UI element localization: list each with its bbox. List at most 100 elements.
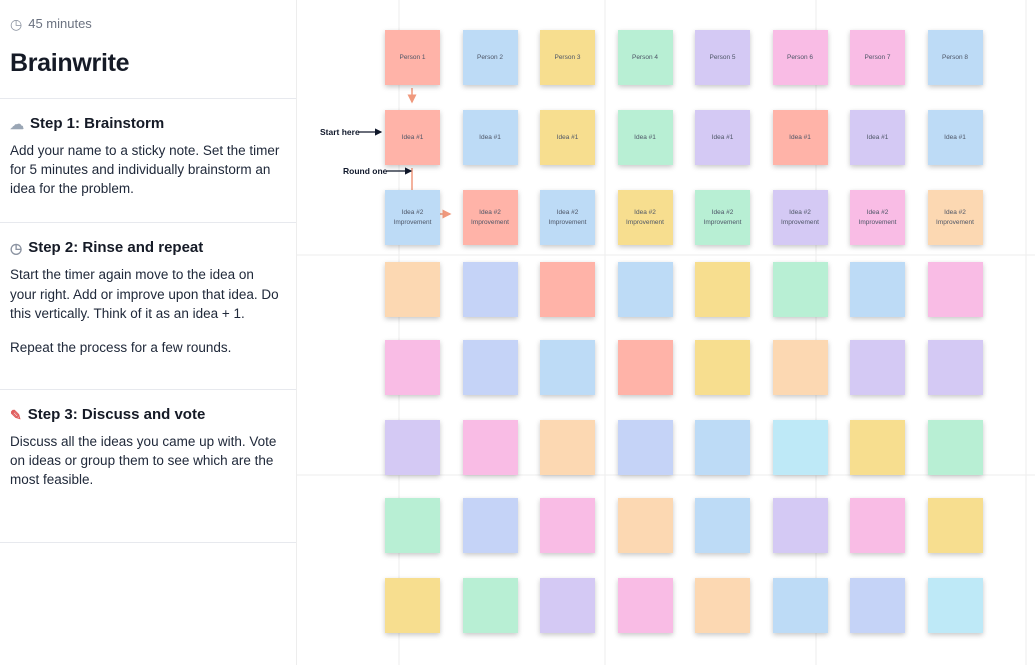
sticky-note[interactable]	[462, 578, 518, 633]
sticky-note[interactable]	[695, 498, 750, 553]
sticky-note[interactable]: Idea #2 Improvement	[385, 190, 440, 245]
sticky-note[interactable]: Idea #1	[850, 110, 905, 165]
sticky-note[interactable]	[462, 262, 518, 317]
sticky-note[interactable]	[850, 578, 905, 633]
sticky-note-label: Idea #1	[789, 133, 811, 141]
sticky-note[interactable]	[927, 578, 983, 633]
step-2-title: Step 2: Rinse and repeat	[28, 239, 204, 257]
sticky-note[interactable]	[850, 262, 905, 317]
sticky-note[interactable]	[540, 262, 595, 317]
sticky-note[interactable]: Person 3	[540, 30, 595, 85]
step-2-heading: ◷ Step 2: Rinse and repeat	[10, 239, 278, 256]
sticky-note[interactable]	[695, 262, 750, 317]
sticky-note[interactable]: Idea #2 Improvement	[850, 190, 905, 245]
sticky-note[interactable]	[617, 578, 673, 633]
sticky-note-label: Person 7	[864, 53, 891, 61]
timer-text: 45 minutes	[28, 16, 92, 31]
step-3-heading: ✎ Step 3: Discuss and vote	[10, 406, 278, 423]
sticky-note[interactable]	[540, 578, 595, 633]
step-2-body-2: Repeat the process for a few rounds.	[10, 339, 232, 355]
sticky-note[interactable]: Person 8	[927, 30, 983, 85]
sticky-note[interactable]: Person 7	[850, 30, 905, 85]
sticky-note-label: Idea #2 Improvement	[858, 209, 897, 226]
sticky-note-label: Person 5	[709, 53, 736, 61]
divider	[0, 98, 296, 99]
round-one-label[interactable]: Round one	[343, 166, 388, 176]
sticky-note[interactable]: Idea #2 Improvement	[772, 190, 828, 245]
sticky-note[interactable]: Idea #1	[772, 110, 828, 165]
divider	[0, 541, 296, 543]
sticky-note[interactable]	[772, 420, 828, 475]
sticky-note[interactable]: Person 6	[772, 30, 828, 85]
sticky-note[interactable]: Idea #2 Improvement	[695, 190, 750, 245]
memo-pencil-icon: ✎	[10, 406, 22, 423]
sticky-note-label: Person 3	[554, 53, 581, 61]
step-3-body: Discuss all the ideas you came up with. …	[10, 434, 277, 488]
sticky-note[interactable]: Idea #2 Improvement	[617, 190, 673, 245]
sticky-note-label: Idea #1	[634, 133, 656, 141]
sticky-note-label: Idea #1	[556, 133, 579, 141]
sticky-note[interactable]	[540, 340, 595, 395]
start-here-label[interactable]: Start here	[320, 127, 360, 137]
sticky-note-label: Idea #2 Improvement	[471, 209, 509, 226]
sticky-note[interactable]	[385, 578, 440, 633]
step-3-section: ✎ Step 3: Discuss and vote Discuss all t…	[10, 406, 278, 489]
sticky-note[interactable]	[850, 498, 905, 553]
sticky-note[interactable]	[850, 340, 905, 395]
step-3-title: Step 3: Discuss and vote	[27, 406, 206, 424]
sticky-note[interactable]: Person 5	[695, 30, 750, 85]
sticky-note[interactable]: Idea #1	[385, 110, 440, 165]
step-1-body: Add your name to a sticky note. Set the …	[10, 143, 280, 197]
step-1-title: Step 1: Brainstorm	[30, 115, 165, 132]
divider	[0, 389, 296, 391]
sticky-note-label: Person 8	[941, 53, 969, 61]
sticky-note[interactable]	[695, 420, 750, 475]
sticky-note[interactable]	[462, 340, 518, 395]
sticky-note[interactable]	[462, 498, 518, 553]
sticky-note[interactable]	[772, 578, 828, 633]
sticky-note[interactable]	[927, 340, 983, 395]
sticky-note[interactable]: Idea #1	[695, 110, 750, 165]
sticky-note[interactable]: Idea #2 Improvement	[462, 190, 518, 245]
step-2-section: ◷ Step 2: Rinse and repeat Start the tim…	[10, 239, 279, 357]
sticky-note[interactable]	[540, 498, 595, 553]
sticky-note[interactable]	[385, 340, 440, 395]
sticky-note[interactable]: Idea #1	[617, 110, 673, 165]
sticky-note[interactable]	[695, 340, 750, 395]
sticky-note[interactable]	[385, 420, 440, 475]
sticky-note[interactable]: Person 1	[385, 30, 440, 85]
sticky-note[interactable]	[617, 262, 673, 317]
sticky-note[interactable]	[695, 578, 750, 633]
sticky-note[interactable]	[772, 262, 828, 317]
sticky-note[interactable]	[617, 420, 673, 475]
sticky-note[interactable]	[850, 420, 905, 475]
sticky-note[interactable]	[462, 420, 518, 475]
sticky-note[interactable]: Idea #1	[927, 110, 983, 165]
sticky-note[interactable]	[927, 420, 983, 475]
sticky-note-label: Person 1	[399, 53, 426, 61]
sticky-note-label: Idea #2 Improvement	[548, 209, 587, 226]
step-2-body: Start the timer again move to the idea o…	[10, 267, 279, 321]
sticky-note[interactable]	[927, 498, 983, 553]
whiteboard-canvas[interactable]: Start here Round one Person 1 Person 2 Per…	[297, 0, 1035, 665]
sticky-note-label: Idea #2 Improvement	[626, 209, 664, 226]
sticky-note[interactable]	[927, 262, 983, 317]
sticky-note[interactable]	[772, 498, 828, 553]
sticky-note[interactable]	[617, 340, 673, 395]
sticky-note[interactable]: Idea #1	[462, 110, 518, 165]
sticky-note[interactable]: Idea #1	[540, 110, 595, 165]
sticky-note-label: Idea #2 Improvement	[703, 209, 742, 226]
sticky-note-label: Person 6	[786, 53, 814, 61]
instructions-panel: ◷ 45 minutes Brainwrite ☁ Step 1: Brains…	[0, 0, 297, 665]
sticky-note[interactable]: Idea #2 Improvement	[927, 190, 983, 245]
sticky-note[interactable]: Person 2	[462, 30, 518, 85]
thought-cloud-icon: ☁	[10, 115, 24, 132]
sticky-note[interactable]	[617, 498, 673, 553]
sticky-note[interactable]	[385, 498, 440, 553]
sticky-note[interactable]	[540, 420, 595, 475]
sticky-note[interactable]: Idea #2 Improvement	[540, 190, 595, 245]
sticky-note[interactable]	[385, 262, 440, 317]
sticky-note[interactable]	[772, 340, 828, 395]
step-1-section: ☁ Step 1: Brainstorm Add your name to a …	[10, 115, 279, 198]
sticky-note[interactable]: Person 4	[617, 30, 673, 85]
